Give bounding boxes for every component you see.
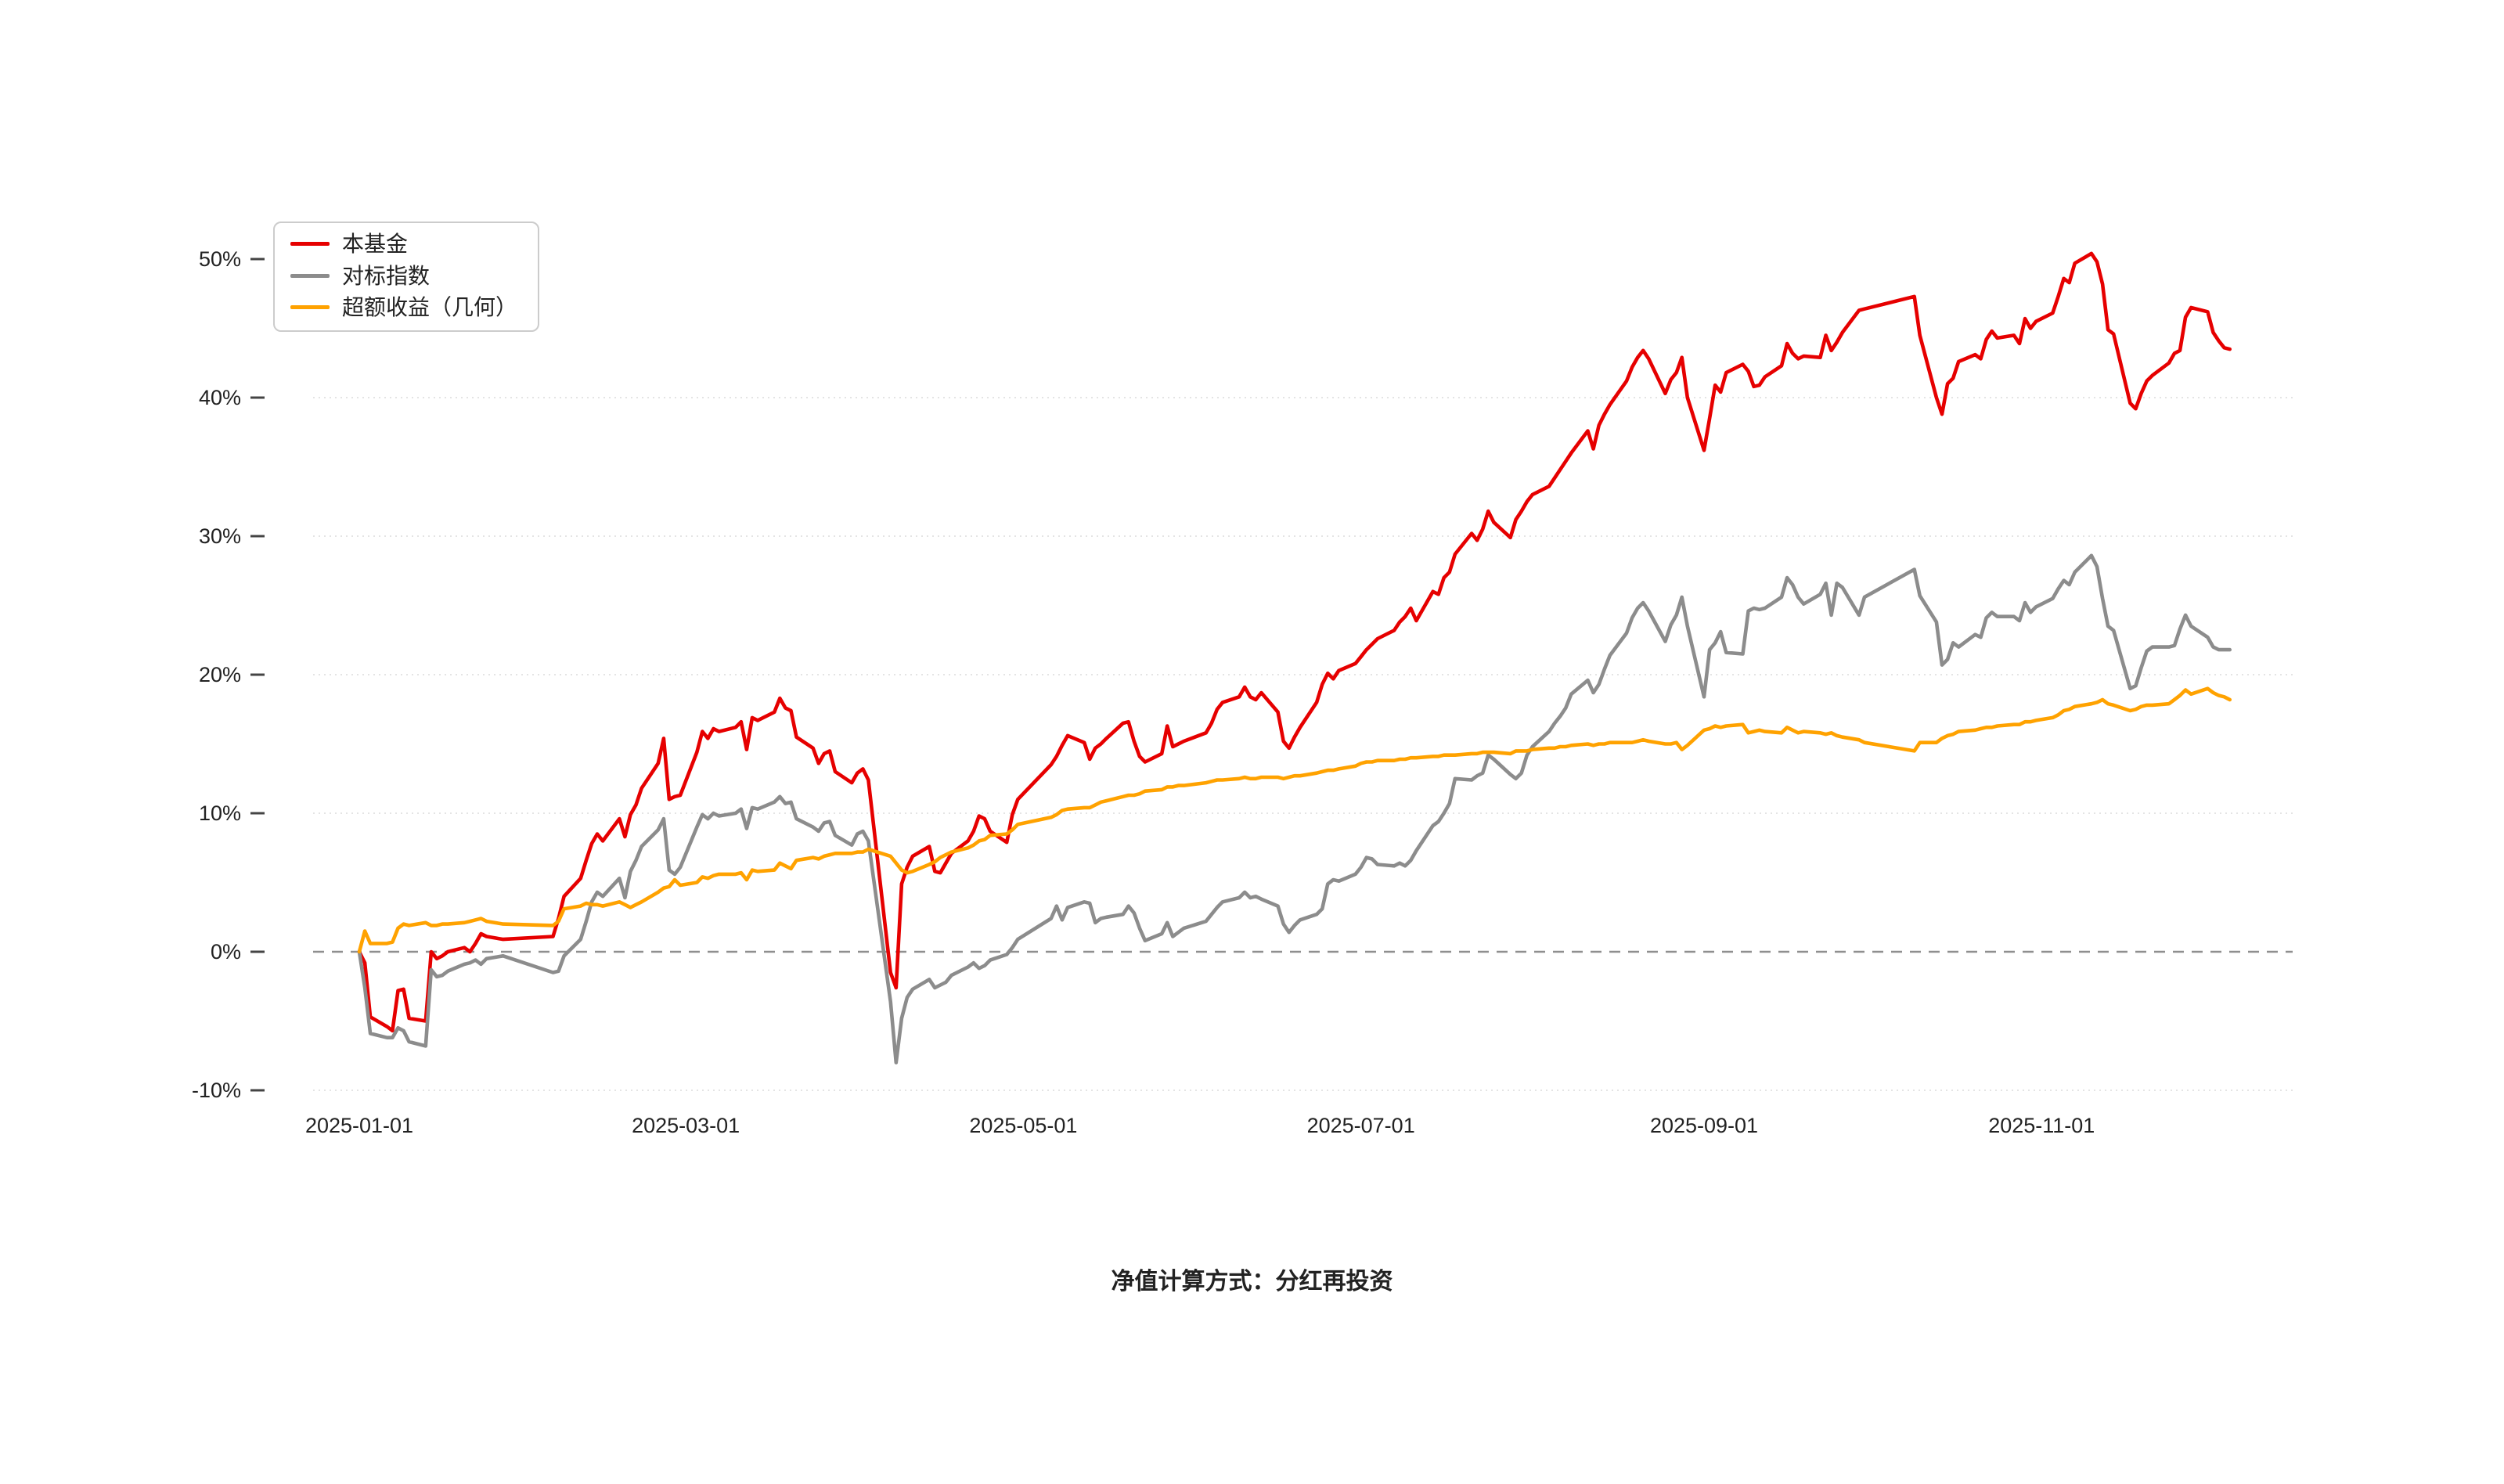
y-tick-label: 20% xyxy=(199,663,241,686)
legend-label-excess: 超额收益（几何） xyxy=(342,295,518,320)
legend-item-benchmark[interactable]: 对标指数 xyxy=(290,263,517,290)
x-tick-label: 2025-07-01 xyxy=(1307,1114,1415,1137)
x-tick-label: 2025-05-01 xyxy=(969,1114,1077,1137)
x-tick-label: 2025-01-01 xyxy=(305,1114,413,1137)
legend-label-fund: 本基金 xyxy=(342,232,409,256)
y-tick-label: 50% xyxy=(199,247,241,271)
excess-line-swatch xyxy=(290,305,330,310)
series-line-excess[interactable] xyxy=(357,686,2232,954)
x-tick-label: 2025-03-01 xyxy=(632,1114,740,1137)
x-tick-label: 2025-09-01 xyxy=(1650,1114,1758,1137)
y-tick-label: 10% xyxy=(199,801,241,825)
chart-legend: 本基金 对标指数 超额收益（几何） xyxy=(273,222,540,332)
series-line-benchmark[interactable] xyxy=(357,553,2232,1064)
fund-line-swatch xyxy=(290,242,330,247)
x-tick-label: 2025-11-01 xyxy=(1988,1114,2095,1137)
benchmark-line-swatch xyxy=(290,273,330,278)
x-axis-labels: 2025-01-01 2025-03-01 2025-05-01 2025-07-01… xyxy=(305,1114,2095,1137)
series-line-fund[interactable] xyxy=(357,251,2232,1033)
y-gridlines xyxy=(313,397,2293,1091)
y-tick-label: 0% xyxy=(211,940,241,964)
y-tick-label: -10% xyxy=(192,1079,241,1102)
y-axis-ticks: 50% 40% 30% 20% 10% 0% -10% xyxy=(192,247,265,1102)
series-lines xyxy=(357,251,2232,1064)
legend-label-benchmark: 对标指数 xyxy=(342,263,431,288)
legend-item-fund[interactable]: 本基金 xyxy=(290,231,517,258)
y-tick-label: 40% xyxy=(199,386,241,409)
net-value-calculation-caption: 净值计算方式：分红再投资 xyxy=(1111,1269,1393,1295)
y-tick-label: 30% xyxy=(199,524,241,548)
legend-item-excess[interactable]: 超额收益（几何） xyxy=(290,294,517,321)
